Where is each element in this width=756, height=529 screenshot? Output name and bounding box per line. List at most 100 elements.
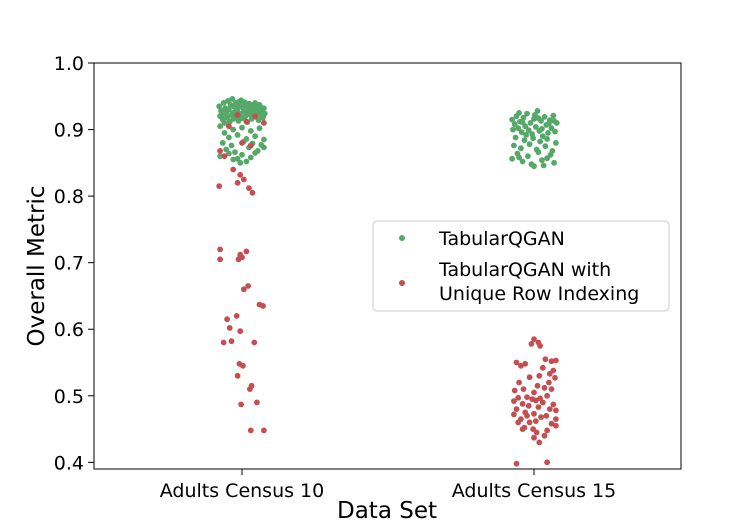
data-point <box>243 158 250 165</box>
data-point <box>546 406 553 412</box>
data-point <box>255 117 262 124</box>
data-point <box>518 362 524 369</box>
data-point <box>534 382 541 389</box>
data-point <box>550 401 557 408</box>
data-point <box>240 286 247 293</box>
data-point <box>230 110 237 116</box>
y-axis-title: Overall Metric <box>24 185 50 346</box>
data-point <box>261 136 267 143</box>
data-point <box>247 386 253 392</box>
y-tick-label: 0.8 <box>54 186 84 208</box>
data-point <box>553 407 559 414</box>
data-point <box>249 189 256 196</box>
data-point <box>228 338 235 345</box>
data-point <box>510 126 516 133</box>
data-point <box>539 157 545 164</box>
data-point <box>237 159 244 166</box>
data-point <box>221 120 228 126</box>
data-point <box>548 358 555 365</box>
data-point <box>548 420 555 427</box>
y-tick-label: 0.9 <box>54 120 84 142</box>
data-point <box>243 118 250 125</box>
data-point <box>520 386 527 392</box>
data-point <box>519 119 526 126</box>
data-point <box>532 418 539 424</box>
data-point <box>221 153 228 160</box>
data-point <box>515 125 522 132</box>
data-point <box>246 185 252 192</box>
data-point <box>256 102 263 108</box>
data-point <box>226 123 232 130</box>
data-point <box>217 148 224 154</box>
data-point <box>553 422 559 429</box>
data-point <box>234 372 241 379</box>
data-point <box>511 121 518 128</box>
data-point <box>553 357 559 364</box>
data-point <box>528 341 535 347</box>
data-point <box>228 142 235 149</box>
data-point <box>217 113 224 120</box>
data-points <box>216 96 560 467</box>
data-point <box>252 150 258 156</box>
data-point <box>531 434 537 441</box>
data-point <box>519 158 526 165</box>
data-point <box>219 140 226 146</box>
y-tick-label: 0.4 <box>54 452 84 474</box>
x-axis-ticks: Adults Census 10 Adults Census 15 <box>160 469 616 502</box>
legend: TabularQGAN TabularQGAN with Unique Row … <box>372 220 670 312</box>
data-point <box>530 135 536 142</box>
data-point <box>516 379 522 386</box>
data-point <box>552 374 558 381</box>
data-point <box>216 103 223 110</box>
data-point <box>512 134 519 141</box>
data-point <box>544 392 550 399</box>
data-point <box>221 130 228 136</box>
legend-label-unique-row-indexing-line2: Unique Row Indexing <box>439 283 639 305</box>
data-point <box>536 372 543 379</box>
data-point <box>237 328 244 335</box>
data-point <box>515 419 522 426</box>
data-point <box>239 124 245 131</box>
data-point <box>536 439 543 446</box>
data-point <box>539 125 545 132</box>
data-point <box>537 138 543 145</box>
data-point <box>522 360 529 367</box>
data-point <box>535 149 542 156</box>
data-point <box>230 166 237 173</box>
y-axis-ticks: 0.4 0.5 0.6 0.7 0.8 0.9 1.0 <box>54 53 94 474</box>
x-tick-label: Adults Census 10 <box>160 480 325 502</box>
data-point <box>525 402 532 409</box>
data-point <box>247 127 254 134</box>
data-point <box>217 246 224 253</box>
data-point <box>541 384 548 391</box>
data-point <box>226 106 232 113</box>
data-point <box>539 133 546 140</box>
data-point <box>243 248 250 255</box>
data-point <box>515 394 522 401</box>
plot-area-frame <box>93 62 682 470</box>
data-point <box>553 140 559 146</box>
data-point <box>538 414 544 420</box>
data-point <box>230 126 237 133</box>
data-point <box>221 106 228 113</box>
data-point <box>550 112 557 119</box>
legend-label-unique-row-indexing-line1: TabularQGAN with <box>438 259 611 281</box>
data-point <box>520 114 527 121</box>
data-point <box>524 412 530 419</box>
data-point <box>542 143 549 150</box>
data-point <box>541 114 548 120</box>
data-point <box>546 120 552 127</box>
data-point <box>251 339 258 346</box>
data-point <box>217 123 224 130</box>
data-point <box>224 316 231 323</box>
data-point <box>233 313 240 319</box>
data-point <box>531 410 537 417</box>
data-point <box>546 379 552 386</box>
data-point <box>243 112 250 118</box>
data-point <box>551 159 557 166</box>
data-point <box>252 100 258 106</box>
data-point <box>531 389 537 396</box>
data-point <box>541 432 548 439</box>
data-point <box>226 134 232 141</box>
data-point <box>553 416 559 422</box>
